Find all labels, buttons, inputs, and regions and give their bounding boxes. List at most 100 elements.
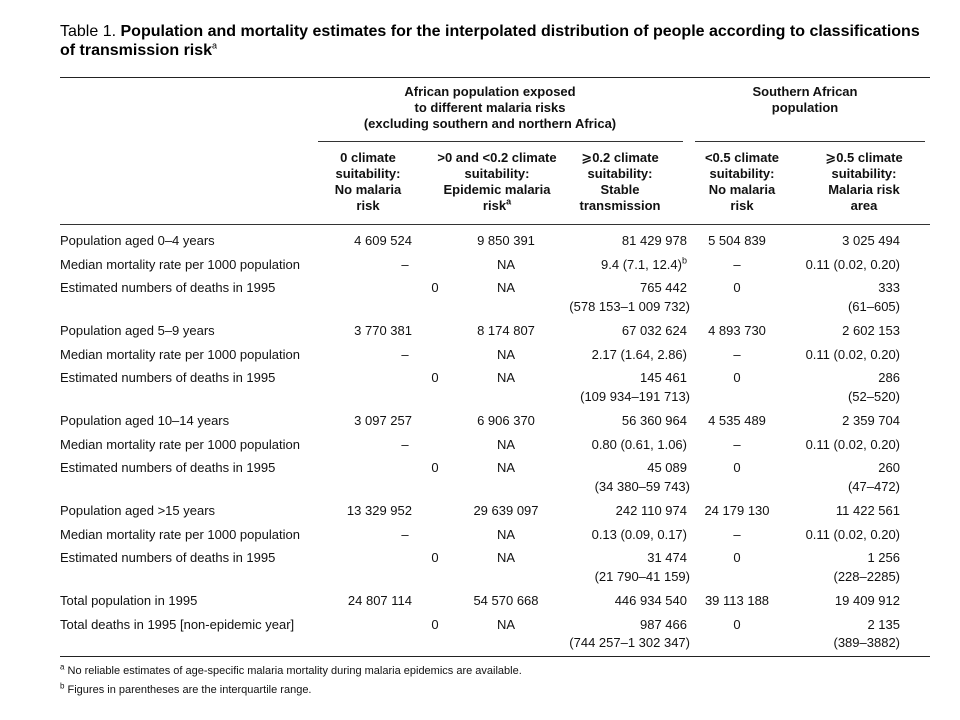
row-label: Median mortality rate per 1000 populatio…	[60, 437, 300, 452]
table-row: Estimated numbers of deaths in 1995 0 NA…	[60, 459, 930, 477]
table-row: Population aged 0–4 years 4 609 524 9 85…	[60, 232, 930, 250]
cell-epidemic: NA	[496, 370, 516, 385]
cell-south-risk: 0.11 (0.02, 0.20)	[805, 257, 900, 272]
column-header-line: 0 climate	[340, 150, 396, 165]
cell-stable-range: (744 257–1 302 347)	[569, 635, 690, 650]
column-header-line: No malaria	[334, 182, 402, 197]
cell-epidemic: NA	[496, 437, 516, 452]
column-header-line: No malaria	[708, 182, 776, 197]
cell-south-risk: 2 602 153	[842, 323, 900, 338]
cell-south-no-risk: 5 504 839	[708, 233, 766, 248]
column-header-2: >0 and <0.2 climate suitability: Epidemi…	[424, 150, 570, 214]
title-footnote-mark: a	[212, 40, 218, 51]
cell-stable: 765 442	[640, 280, 687, 295]
column-header-line: ⩾0.5 climate	[825, 150, 903, 165]
cell-south-risk-range: (389–3882)	[833, 635, 901, 650]
table-row: Population aged >15 years 13 329 952 29 …	[60, 502, 930, 520]
cell-south-no-risk: 0	[733, 460, 741, 475]
column-header-line: area	[850, 198, 878, 213]
cell-south-risk-range: (52–520)	[847, 389, 900, 404]
top-rule	[60, 77, 930, 78]
footnote-b: b Figures in parentheses are the interqu…	[60, 682, 312, 697]
column-header-3: ⩾0.2 climate suitability: Stable transmi…	[568, 150, 672, 214]
column-header-1: 0 climate suitability: No malaria risk	[320, 150, 416, 214]
row-label: Population aged 0–4 years	[60, 233, 215, 248]
column-header-line: suitability:	[587, 166, 653, 181]
cell-stable-range: (21 790–41 159)	[594, 569, 690, 584]
header-rule	[60, 224, 930, 225]
cell-south-no-risk: 4 535 489	[708, 413, 766, 428]
cell-epidemic: 9 850 391	[477, 233, 535, 248]
table-row: Estimated numbers of deaths in 1995 0 NA…	[60, 369, 930, 387]
group-header-line: (excluding southern and northern Africa)	[363, 116, 617, 131]
cell-south-risk: 2 359 704	[842, 413, 900, 428]
column-header-line: transmission	[579, 198, 661, 213]
cell-south-risk: 19 409 912	[834, 593, 900, 608]
bottom-rule	[60, 656, 930, 657]
cell-epidemic: NA	[496, 527, 516, 542]
table-row-continuation: (21 790–41 159) (228–2285)	[60, 568, 930, 586]
cell-stable: 145 461	[640, 370, 687, 385]
column-header-line: suitability:	[831, 166, 897, 181]
cell-epidemic: NA	[496, 617, 516, 632]
row-label: Median mortality rate per 1000 populatio…	[60, 257, 300, 272]
table-row-total: Total population in 1995 24 807 114 54 5…	[60, 592, 930, 610]
group-header-southern: Southern African population	[705, 84, 905, 116]
row-label: Population aged >15 years	[60, 503, 216, 518]
cell-no-risk: 0	[431, 370, 439, 385]
column-header-line: suitability:	[335, 166, 401, 181]
column-header-line: Malaria risk	[828, 182, 900, 197]
cell-epidemic: 8 174 807	[477, 323, 535, 338]
row-label: Estimated numbers of deaths in 1995	[60, 280, 276, 295]
table-row: Population aged 10–14 years 3 097 257 6 …	[60, 412, 930, 430]
footnote-a: a No reliable estimates of age-specific …	[60, 663, 522, 678]
cell-south-no-risk: –	[733, 437, 741, 452]
table-row: Median mortality rate per 1000 populatio…	[60, 256, 930, 274]
cell-stable: 81 429 978	[621, 233, 687, 248]
cell-stable: 67 032 624	[621, 323, 687, 338]
cell-footnote-mark: b	[681, 255, 687, 266]
cell-stable: 9.4 (7.1, 12.4)b	[565, 256, 687, 274]
cell-epidemic: 29 639 097	[473, 503, 539, 518]
cell-stable: 56 360 964	[621, 413, 687, 428]
cell-stable: 446 934 540	[614, 593, 687, 608]
table-row: Estimated numbers of deaths in 1995 0 NA…	[60, 549, 930, 567]
cell-south-no-risk: –	[733, 257, 741, 272]
cell-no-risk: 4 609 524	[354, 233, 412, 248]
column-header-line: suitability:	[464, 166, 530, 181]
row-label: Population aged 5–9 years	[60, 323, 215, 338]
group-header-line: African population exposed	[404, 84, 576, 99]
cell-epidemic: NA	[496, 550, 516, 565]
cell-south-no-risk: 0	[733, 550, 741, 565]
cell-south-no-risk: 39 113 188	[704, 593, 770, 608]
table-number: Table 1.	[60, 23, 117, 40]
cell-epidemic: NA	[496, 460, 516, 475]
group-header-line: to different malaria risks	[414, 100, 566, 115]
cell-south-risk: 11 422 561	[835, 503, 900, 518]
cell-no-risk: 0	[431, 280, 439, 295]
cell-no-risk: –	[401, 257, 409, 272]
column-header-line: riska	[424, 197, 570, 214]
cell-epidemic: 54 570 668	[473, 593, 539, 608]
column-header-line: <0.5 climate	[704, 150, 780, 165]
row-label: Estimated numbers of deaths in 1995	[60, 550, 276, 565]
group-header-line: population	[771, 100, 839, 115]
cell-south-no-risk: 0	[733, 370, 741, 385]
cell-south-no-risk: –	[733, 527, 741, 542]
cell-stable: 242 110 974	[615, 503, 687, 518]
cell-stable-range: (34 380–59 743)	[594, 479, 690, 494]
cell-no-risk: 0	[431, 460, 439, 475]
table-row: Population aged 5–9 years 3 770 381 8 17…	[60, 322, 930, 340]
column-header-line: risk	[730, 198, 754, 213]
cell-south-risk-range: (47–472)	[847, 479, 900, 494]
table-row-continuation: (744 257–1 302 347) (389–3882)	[60, 634, 930, 652]
column-header-line: Stable	[600, 182, 640, 197]
row-label: Population aged 10–14 years	[60, 413, 230, 428]
cell-south-no-risk: –	[733, 347, 741, 362]
cell-epidemic: NA	[496, 347, 516, 362]
footnote-text: No reliable estimates of age-specific ma…	[67, 665, 522, 677]
group-header-african: African population exposed to different …	[335, 84, 645, 132]
column-header-4: <0.5 climate suitability: No malaria ris…	[690, 150, 794, 214]
table-row-continuation: (578 153–1 009 732) (61–605)	[60, 298, 930, 316]
cell-stable: 0.13 (0.09, 0.17)	[591, 527, 687, 542]
